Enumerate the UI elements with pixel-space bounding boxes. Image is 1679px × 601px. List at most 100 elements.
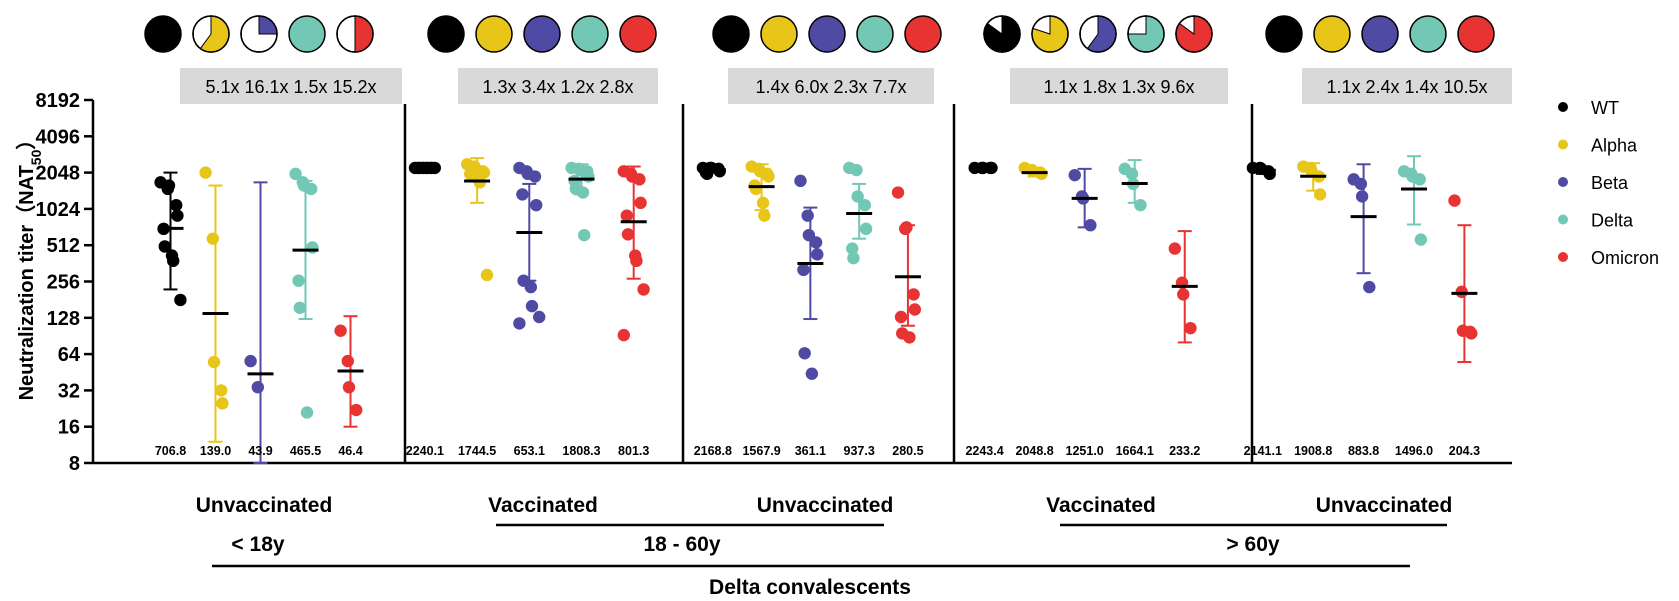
age-label: < 18y: [231, 533, 284, 556]
data-point: [300, 406, 314, 419]
variant-icon: [1079, 15, 1117, 53]
legend-marker: [1558, 214, 1568, 225]
data-point: [171, 209, 184, 222]
data-point: [637, 283, 650, 296]
variant-icon: [475, 15, 513, 53]
icon-fill: [808, 15, 846, 53]
category-label: Vaccinated: [488, 494, 598, 517]
icon-outline: [192, 15, 230, 53]
legend-label: Beta: [1591, 173, 1629, 193]
fold-change-text: 1.1x 2.4x 1.4x 10.5x: [1326, 77, 1487, 97]
icon-outline: [1031, 15, 1069, 53]
data-point: [170, 198, 183, 212]
data-point: [798, 347, 811, 360]
gmt-labels: 706.8 139.0 43.9 465.5 46.4 2240.1 1744.5 653.1…: [155, 444, 1480, 458]
icon-outline: [240, 15, 278, 53]
gmt-label: 43.9: [248, 444, 272, 458]
data-points: [154, 155, 1478, 464]
icon-fill: [475, 15, 513, 53]
gmt-label: 2141.1: [1244, 444, 1282, 458]
data-point: [713, 165, 726, 178]
icon-fill: [1313, 15, 1351, 53]
legend-marker: [1558, 102, 1568, 112]
data-point: [516, 188, 529, 201]
category-label: Unvaccinated: [196, 494, 333, 517]
data-point: [1134, 198, 1147, 212]
variant-icon: [192, 15, 230, 53]
icon-outline: [983, 15, 1021, 53]
icon-outline: [1175, 15, 1213, 53]
fold-change-text: 5.1x 16.1x 1.5x 15.2x: [205, 77, 376, 97]
data-point: [530, 198, 543, 212]
category-labels: Unvaccinated Vaccinated Unvaccinated Vaccin…: [196, 494, 1453, 599]
data-point: [305, 182, 318, 196]
data-point: [1084, 219, 1097, 232]
variant-icon: [856, 15, 894, 53]
data-point: [758, 209, 771, 222]
y-tick-label: 8192: [36, 90, 81, 112]
variant-icon: [619, 15, 657, 53]
y-tick-label: 2048: [36, 163, 81, 185]
variant-icon: [1361, 15, 1399, 53]
variant-icon: [1127, 15, 1165, 53]
fold-change-boxes: 5.1x 16.1x 1.5x 15.2x 1.3x 3.4x 1.2x 2.8x…: [180, 68, 1512, 104]
variant-icon: [1457, 15, 1495, 53]
icon-fill: [144, 15, 182, 53]
data-point: [633, 173, 646, 186]
data-point: [1177, 288, 1190, 301]
icon-sector: [354, 15, 374, 53]
data-point: [293, 301, 306, 314]
gmt-label: 1908.8: [1294, 444, 1332, 458]
data-point: [528, 170, 542, 183]
legend-label: Delta: [1591, 211, 1634, 231]
icon-fill: [523, 15, 561, 53]
gmt-label: 2243.4: [965, 444, 1003, 458]
gmt-label: 2168.8: [694, 444, 732, 458]
variant-icon: [240, 15, 278, 53]
data-point: [630, 254, 643, 268]
variant-icon: [760, 15, 798, 53]
icon-outline: [1079, 15, 1117, 53]
data-point: [1354, 177, 1368, 191]
gmt-label: 46.4: [338, 444, 362, 458]
y-tick-label: 16: [58, 417, 80, 439]
legend-label: WT: [1591, 98, 1619, 118]
variant-icon: [808, 15, 846, 53]
data-point: [907, 288, 920, 301]
fold-change-box: [458, 68, 658, 104]
data-point: [801, 209, 814, 222]
gmt-label: 2240.1: [406, 444, 444, 458]
variant-icon: [288, 15, 326, 53]
data-point: [513, 317, 526, 330]
data-point: [342, 381, 356, 394]
variant-icon: [983, 15, 1021, 53]
y-axis-label: Neutralization titer（NAT50）: [15, 130, 44, 401]
category-label: Vaccinated: [1046, 494, 1156, 517]
data-point: [805, 367, 819, 380]
data-point: [894, 310, 908, 324]
icon-fill: [288, 15, 326, 53]
icon-fill: [1409, 15, 1447, 53]
data-point: [582, 170, 595, 183]
data-point: [251, 381, 264, 394]
gmt-label: 1567.9: [742, 444, 780, 458]
data-point: [620, 209, 633, 222]
icon-fill: [1265, 15, 1303, 53]
data-point: [851, 190, 864, 203]
y-tick-label: 1024: [36, 199, 81, 221]
data-point: [1414, 233, 1428, 246]
variant-icon: [571, 15, 609, 53]
data-point: [859, 222, 873, 236]
gmt-label: 1664.1: [1116, 444, 1154, 458]
data-point: [289, 167, 302, 181]
legend-label: Omicron: [1591, 248, 1659, 268]
category-label: Unvaccinated: [1316, 494, 1453, 517]
data-point: [762, 170, 775, 183]
axes: 8192 4096 2048 1024 512 256 128 64 32 16 8: [36, 90, 1512, 475]
data-point: [334, 324, 347, 337]
data-point: [621, 228, 635, 241]
data-point: [1465, 327, 1478, 340]
data-point: [306, 241, 319, 254]
data-point: [756, 196, 770, 210]
data-point: [480, 268, 494, 282]
